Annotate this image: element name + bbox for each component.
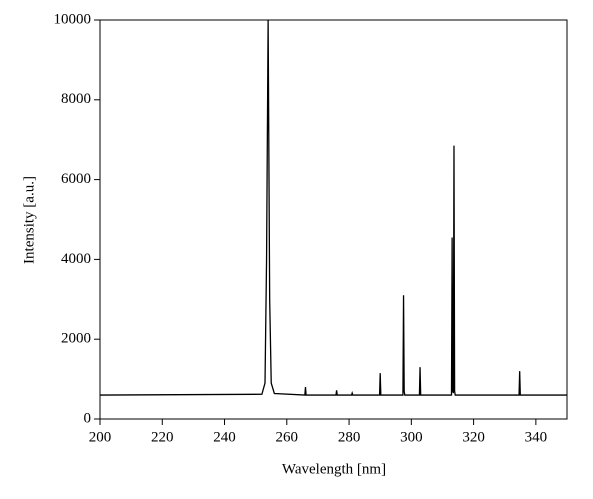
y-tick-label: 0	[84, 410, 92, 426]
x-axis-label: Wavelength [nm]	[282, 461, 386, 477]
spectrum-line	[100, 20, 567, 396]
x-tick-label: 220	[151, 429, 174, 445]
plot-frame	[99, 19, 568, 420]
y-tick-label: 10000	[54, 11, 92, 27]
y-tick-label: 8000	[61, 91, 91, 107]
y-tick-label: 2000	[61, 331, 91, 347]
y-axis-label: Intensity [a.u.]	[21, 176, 37, 264]
y-tick-label: 4000	[61, 251, 91, 267]
x-tick-label: 340	[525, 429, 548, 445]
x-tick-label: 300	[400, 429, 423, 445]
x-tick-label: 280	[338, 429, 361, 445]
x-tick-label: 260	[276, 429, 299, 445]
x-tick-label: 200	[89, 429, 112, 445]
y-tick-label: 6000	[61, 171, 91, 187]
x-tick-label: 320	[462, 429, 485, 445]
x-tick-label: 240	[213, 429, 236, 445]
